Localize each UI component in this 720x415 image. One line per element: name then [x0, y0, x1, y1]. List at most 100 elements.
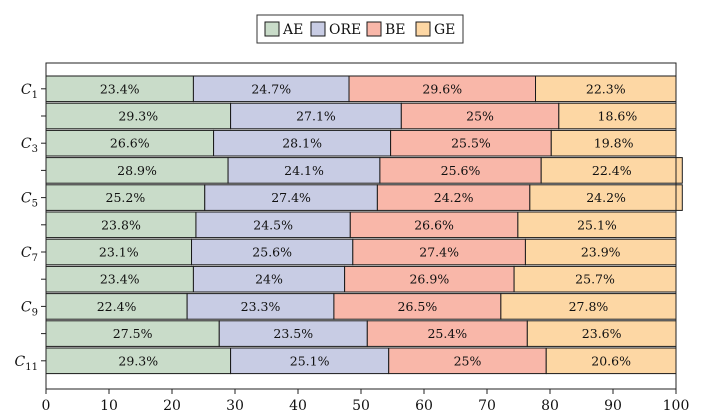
legend-swatch: [415, 21, 431, 37]
x-tick-label: 10: [100, 398, 118, 414]
x-tick-label: 40: [289, 398, 307, 414]
data-label: 24%: [255, 272, 283, 287]
data-label: 28.1%: [282, 136, 322, 151]
legend-item-ore: ORE: [310, 21, 361, 38]
legend-item-ge: GE: [415, 21, 455, 38]
data-label: 18.6%: [598, 109, 638, 124]
x-tick-label: 80: [541, 398, 559, 414]
y-tick-label-base: C: [21, 191, 32, 207]
bar-segment-ae-c1: [45, 75, 194, 103]
bar-row-c2: 29.3% 27.1% 25% 18.6%: [45, 102, 677, 130]
data-label: 25.1%: [290, 353, 330, 368]
data-label: 27.4%: [419, 245, 459, 260]
data-label: 23.1%: [99, 245, 139, 260]
data-label: 23.4%: [100, 272, 140, 287]
bar-segment-be-c7: [352, 238, 526, 266]
bar-segment-be-c2: [400, 102, 560, 130]
data-label: 25.2%: [106, 190, 146, 205]
data-label: 19.8%: [594, 136, 634, 151]
data-label: 25.6%: [441, 163, 481, 178]
x-tick-label: 50: [352, 398, 370, 414]
y-tick-label-base: C: [15, 354, 26, 370]
data-label: 24.5%: [253, 217, 293, 232]
data-label: 23.6%: [582, 326, 622, 341]
bar-row-c1: 23.4% 24.7% 29.6% 22.3%: [45, 75, 677, 103]
data-label: 25.6%: [252, 245, 292, 260]
bar-row-c5: 25.2% 27.4% 24.2% 24.2%: [45, 184, 683, 211]
data-label: 26.5%: [398, 299, 438, 314]
data-label: 22.3%: [586, 81, 626, 96]
y-tick-label-base: C: [21, 299, 32, 315]
data-label: 27.1%: [296, 109, 336, 124]
bar-segment-be-c9: [333, 293, 502, 320]
bar-segment-ae-c3: [45, 129, 215, 157]
data-label: 27.5%: [113, 326, 153, 341]
data-label: 23.9%: [581, 245, 621, 260]
data-label: 20.6%: [591, 353, 631, 368]
x-tick-label: 100: [663, 398, 690, 414]
x-tick-label: 90: [604, 398, 622, 414]
data-label: 24.7%: [251, 81, 291, 96]
data-label: 24.2%: [434, 190, 474, 205]
x-tick-label: 0: [42, 398, 51, 414]
y-tick-label-base: C: [21, 245, 32, 261]
y-tick-label-subscript: 11: [25, 362, 38, 373]
bar-segment-ore-c1: [192, 75, 350, 103]
bar-row-c3: 26.6% 28.1% 25.5% 19.8%: [45, 129, 677, 157]
bar-segment-ge-c6: [517, 211, 677, 239]
bar-segment-be-c5: [376, 184, 531, 211]
bar-row-c9: 22.4% 23.3% 26.5% 27.8%: [45, 293, 677, 320]
legend-swatch: [264, 21, 280, 37]
y-tick-label: C3: [21, 136, 38, 155]
data-label: 25.1%: [577, 217, 617, 232]
data-label: 29.3%: [118, 353, 158, 368]
legend-label: BE: [385, 22, 406, 38]
data-label: 26.9%: [409, 272, 449, 287]
y-tick-label: C1: [21, 82, 38, 101]
bar-segment-ae-c9: [45, 293, 188, 320]
data-label: 23.4%: [100, 81, 140, 96]
bar-segment-ore-c9: [186, 293, 335, 320]
legend-swatch: [310, 21, 326, 37]
y-tick-label-subscript: 9: [32, 307, 38, 318]
bar-segment-be-c4: [379, 157, 542, 184]
y-tick-label-base: C: [21, 82, 32, 98]
y-tick-label-base: C: [21, 136, 32, 152]
bar-segment-ae-c10: [45, 320, 220, 347]
data-label: 27.4%: [271, 190, 311, 205]
bar-segment-ae-c4: [45, 157, 229, 184]
bar-row-c11: 29.3% 25.1% 25% 20.6%: [45, 347, 677, 375]
x-axis: 0 10 20 30 40 50 60 70 80 90 100: [42, 389, 690, 414]
bar-segment-ore-c5: [204, 184, 378, 211]
data-label: 22.4%: [97, 299, 137, 314]
bar-segment-ore-c8: [192, 265, 346, 293]
data-label: 23.3%: [241, 299, 281, 314]
x-tick-label: 20: [163, 398, 181, 414]
bar-row-c8: 23.4% 24% 26.9% 25.7%: [45, 265, 677, 293]
y-tick-label-subscript: 1: [32, 90, 38, 101]
data-label: 25%: [454, 353, 482, 368]
bar-segment-ore-c2: [230, 102, 402, 130]
data-label: 25%: [466, 109, 494, 124]
x-tick-label: 30: [226, 398, 244, 414]
bar-row-c6: 23.8% 24.5% 26.6% 25.1%: [45, 211, 677, 239]
data-label: 24.2%: [586, 190, 626, 205]
bar-row-c7: 23.1% 25.6% 27.4% 23.9%: [45, 238, 677, 266]
y-tick-label: C7: [21, 245, 38, 264]
bar-segment-ge-c5: [529, 184, 683, 211]
data-label: 29.3%: [118, 109, 158, 124]
data-label: 26.6%: [414, 217, 454, 232]
bar-segment-ore-c10: [218, 320, 368, 347]
y-tick-label: C5: [21, 191, 38, 210]
legend: AE ORE BE GE: [256, 14, 464, 44]
legend-item-be: BE: [366, 21, 406, 38]
bar-segment-ge-c7: [524, 238, 677, 266]
data-label: 23.5%: [273, 326, 313, 341]
legend-label: AE: [282, 22, 303, 38]
bar-segment-ge-c3: [550, 129, 677, 157]
bar-segment-ae-c11: [45, 347, 232, 375]
data-label: 29.6%: [422, 81, 462, 96]
x-tick-label: 60: [415, 398, 433, 414]
